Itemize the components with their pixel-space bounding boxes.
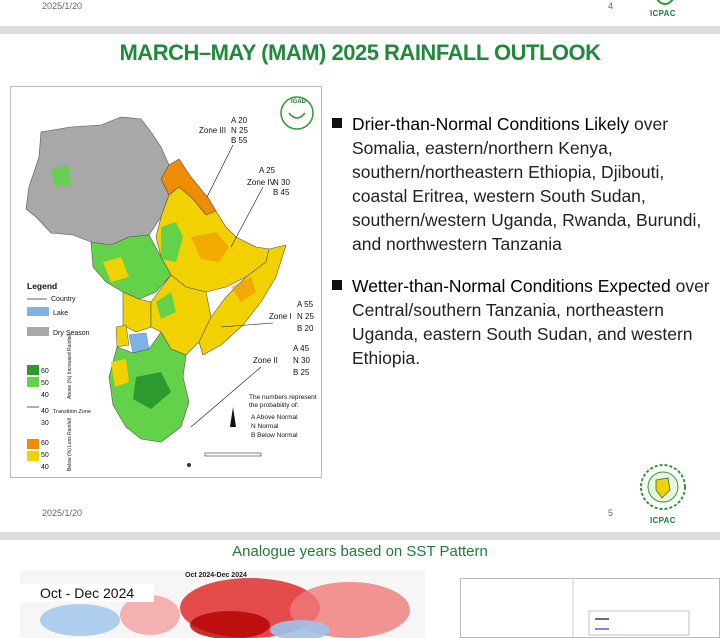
zone-iv-b: B 45 xyxy=(273,188,290,197)
previous-slide-footer: 2025/1/20 4 ICPAC xyxy=(0,0,720,28)
icpac-logo-text: ICPAC xyxy=(650,9,676,18)
legend-dry-season: Dry Season xyxy=(53,330,90,337)
zone-ii-label: Zone II xyxy=(253,356,278,365)
legend-above-label: Above (%) Increased Rainfall xyxy=(67,334,73,399)
map-notes: The numbers represent the probability of… xyxy=(249,394,317,439)
zone-i-a: A 55 xyxy=(297,300,314,309)
zone-iv-a: A 25 xyxy=(259,166,276,175)
legend-country: Country xyxy=(51,296,76,303)
dry-season-region xyxy=(25,116,170,246)
zone-ii-n: N 30 xyxy=(293,356,310,365)
zone-iii-label: Zone III xyxy=(199,126,226,135)
north-arrow-icon xyxy=(230,407,236,427)
slide-page-number: 4 xyxy=(608,1,614,11)
bullet-wetter: Wetter-than-Normal Conditions Expected o… xyxy=(332,274,712,370)
uganda-region xyxy=(122,291,152,333)
svg-text:50: 50 xyxy=(41,380,49,387)
zone-ii-b: B 25 xyxy=(293,368,310,377)
bullet-drier-text: over Somalia, eastern/northern Kenya, so… xyxy=(352,114,702,254)
slide-date: 2025/1/20 xyxy=(42,508,83,518)
slide-title: MARCH–MAY (MAM) 2025 RAINFALL OUTLOOK xyxy=(119,40,601,65)
slide-divider xyxy=(0,532,720,540)
legend-lake-swatch xyxy=(27,307,49,316)
icpac-logo-text: ICPAC xyxy=(650,516,676,525)
svg-text:N Normal: N Normal xyxy=(251,423,279,430)
bullet-drier: Drier-than-Normal Conditions Likely over… xyxy=(332,112,712,256)
svg-text:40: 40 xyxy=(41,392,49,399)
svg-text:the probability of:: the probability of: xyxy=(249,402,299,409)
bullet-square-icon xyxy=(332,280,342,290)
svg-text:60: 60 xyxy=(41,368,49,375)
slide-date: 2025/1/20 xyxy=(42,1,83,11)
icpac-logo-icon xyxy=(640,464,686,510)
map-legend: Legend Country Lake Dry Season 60 50 40 … xyxy=(27,281,91,471)
bullet-wetter-text: over Central/southern Tanzania, northeas… xyxy=(352,276,710,368)
igad-logo-icon xyxy=(280,96,314,130)
bullet-wetter-heading: Wetter-than-Normal Conditions Expected xyxy=(352,276,671,296)
svg-text:60: 60 xyxy=(41,440,49,447)
icpac-logo-icon xyxy=(656,0,674,5)
svg-text:The numbers represent: The numbers represent xyxy=(249,394,317,401)
svg-text:B Below Normal: B Below Normal xyxy=(251,432,298,439)
rainfall-map-svg: IGAD A 20 Zone III N 25 B 55 A 25 Zone I… xyxy=(25,96,317,471)
svg-text:50: 50 xyxy=(41,452,49,459)
zone-iv-label: Zone IV xyxy=(247,178,276,187)
zone-i-label: Zone I xyxy=(269,312,292,321)
bullet-square-icon xyxy=(332,118,342,128)
legend-title: Legend xyxy=(27,281,57,291)
zone-iii-a: A 20 xyxy=(231,116,248,125)
slide-page-number: 5 xyxy=(608,508,614,518)
analogue-plot-svg xyxy=(572,579,690,637)
zone-iii-b: B 55 xyxy=(231,136,248,145)
igad-logo-text: IGAD xyxy=(291,99,307,105)
zone-iii-n: N 25 xyxy=(231,126,248,135)
legend-below-label: Below (%) Less Rainfall xyxy=(67,418,73,471)
next-slide-title: Analogue years based on SST Pattern xyxy=(232,543,488,560)
sst-caption: Oct 2024-Dec 2024 xyxy=(185,572,247,579)
zone-ii-a: A 45 xyxy=(293,344,310,353)
rainfall-outlook-map: IGAD A 20 Zone III N 25 B 55 A 25 Zone I… xyxy=(10,86,322,478)
zone-i-b: B 20 xyxy=(297,324,314,333)
svg-text:30: 30 xyxy=(41,420,49,427)
outlook-bullets: Drier-than-Normal Conditions Likely over… xyxy=(332,112,712,388)
svg-text:40: 40 xyxy=(41,464,49,471)
zone-i-n: N 25 xyxy=(297,312,314,321)
kenya-region xyxy=(150,274,212,356)
svg-text:A Above Normal: A Above Normal xyxy=(251,414,298,421)
analogue-plot-panel xyxy=(460,578,720,638)
scale-bar xyxy=(204,452,262,457)
svg-text:40: 40 xyxy=(41,408,49,415)
legend-dry-swatch xyxy=(27,327,49,336)
bullet-drier-heading: Drier-than-Normal Conditions Likely xyxy=(352,114,630,134)
slide-divider xyxy=(0,26,720,34)
sst-anomaly-map xyxy=(20,570,425,638)
south-sudan-region xyxy=(90,234,172,300)
sst-map-svg xyxy=(20,570,425,638)
sst-period-label: Oct - Dec 2024 xyxy=(20,584,154,602)
legend-lake: Lake xyxy=(53,310,68,317)
legend-transition-label: Transition Zone xyxy=(53,409,91,415)
zone-iv-n: N 30 xyxy=(273,178,290,187)
